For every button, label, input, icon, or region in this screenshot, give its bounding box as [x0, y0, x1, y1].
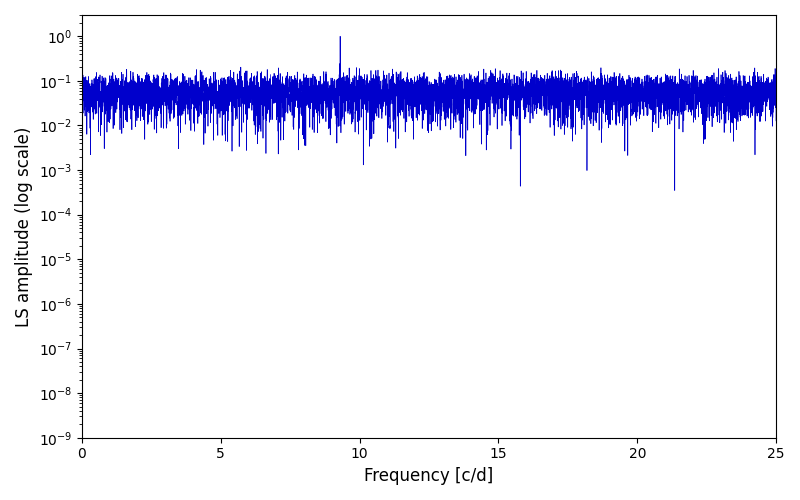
X-axis label: Frequency [c/d]: Frequency [c/d] — [364, 467, 494, 485]
Y-axis label: LS amplitude (log scale): LS amplitude (log scale) — [15, 126, 33, 326]
